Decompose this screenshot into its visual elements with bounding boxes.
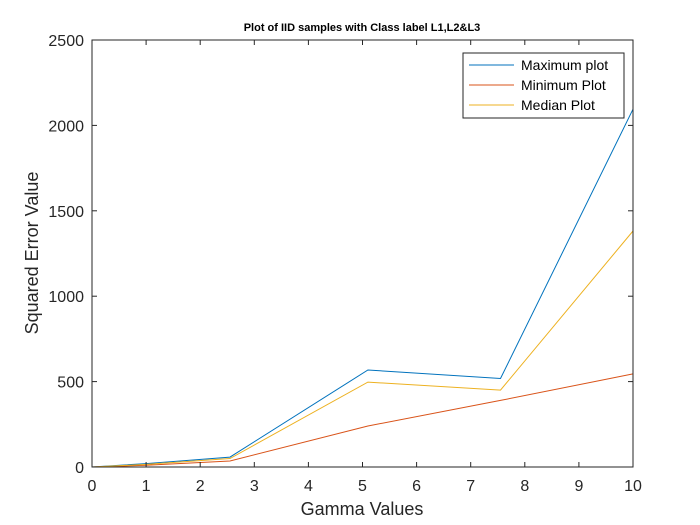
y-axis-label: Squared Error Value — [22, 172, 42, 335]
x-tick-label: 4 — [304, 478, 313, 495]
y-tick-label: 1000 — [48, 289, 84, 306]
x-tick-label: 8 — [520, 478, 529, 495]
tick-layer: 0 1 2 3 4 5 6 7 8 9 10 0 500 1000 1500 2000 2500 — [48, 33, 642, 495]
chart-title: Plot of IID samples with Class label L1,… — [244, 22, 481, 34]
legend-entries: Maximum plot Minimum Plot Median Plot — [469, 57, 608, 113]
x-tick-label: 7 — [466, 478, 475, 495]
legend-label-1: Minimum Plot — [521, 77, 606, 93]
x-axis-label: Gamma Values — [301, 499, 424, 519]
series-layer — [91, 108, 634, 468]
y-tick-label: 500 — [57, 375, 84, 392]
x-tick-label: 9 — [574, 478, 583, 495]
series-line-1 — [91, 373, 634, 468]
y-tick-label: 2000 — [48, 118, 84, 135]
legend: Maximum plot Minimum Plot Median Plot — [462, 52, 625, 119]
x-tick-label: 10 — [624, 478, 642, 495]
x-tick-label: 3 — [250, 478, 259, 495]
series-line-0 — [91, 108, 634, 468]
y-tick-label: 2500 — [48, 33, 84, 50]
x-tick-label: 6 — [412, 478, 421, 495]
x-tick-label: 2 — [196, 478, 205, 495]
legend-label-2: Median Plot — [521, 97, 595, 113]
x-tick-label: 1 — [142, 478, 151, 495]
x-tick-label: 0 — [88, 478, 97, 495]
y-tick-label: 0 — [75, 460, 84, 477]
y-tick-label: 1500 — [48, 204, 84, 221]
x-tick-label: 5 — [358, 478, 367, 495]
legend-label-0: Maximum plot — [521, 57, 608, 73]
series-line-2 — [91, 230, 634, 468]
